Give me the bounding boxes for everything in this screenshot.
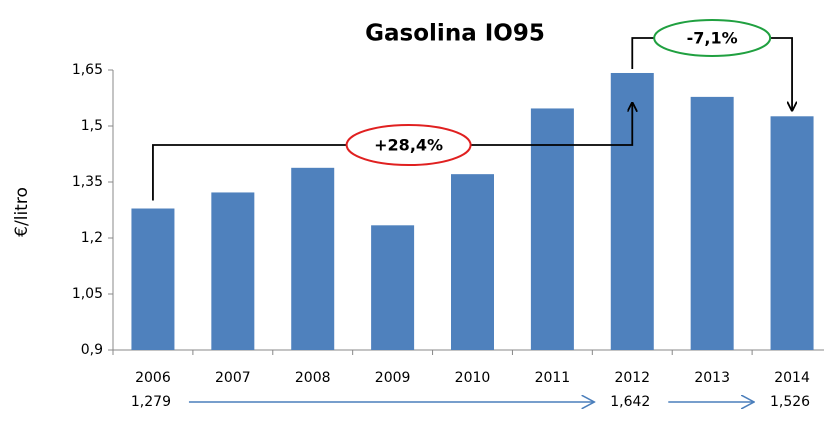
bar	[451, 174, 494, 350]
x-tick-label: 2008	[295, 370, 331, 386]
bar	[530, 108, 574, 350]
chart-title: Gasolina IO95	[365, 21, 545, 47]
annotation: +28,4%	[374, 136, 443, 155]
x-tick-label: 2014	[774, 370, 810, 386]
x-tick-label: 2007	[215, 370, 251, 386]
bar	[770, 116, 814, 350]
value-label: 1,279	[131, 394, 171, 410]
y-tick-label: 0,9	[81, 342, 103, 358]
bar	[291, 167, 335, 350]
x-tick-label: 2009	[375, 370, 411, 386]
annotation-ellipse	[653, 19, 772, 57]
annotation: -7,1%	[687, 29, 738, 48]
x-tick-label: 2012	[614, 370, 650, 386]
bar	[371, 225, 415, 350]
y-tick-label: 1,2	[81, 230, 103, 246]
y-tick-label: 1,35	[72, 174, 103, 190]
annotation-ellipse	[345, 124, 472, 166]
value-label: 1,526	[770, 394, 810, 410]
y-axis-label: €/litro	[12, 187, 32, 237]
y-tick-label: 1,65	[72, 62, 103, 78]
bar	[690, 96, 734, 350]
y-tick-label: 1,5	[81, 118, 103, 134]
value-label: 1,642	[610, 394, 650, 410]
x-tick-label: 2013	[694, 370, 730, 386]
y-tick-label: 1,05	[72, 286, 103, 302]
x-tick-label: 2006	[135, 370, 171, 386]
bar	[131, 208, 175, 350]
x-tick-label: 2010	[455, 370, 491, 386]
x-tick-label: 2011	[535, 370, 571, 386]
bar	[211, 192, 255, 350]
